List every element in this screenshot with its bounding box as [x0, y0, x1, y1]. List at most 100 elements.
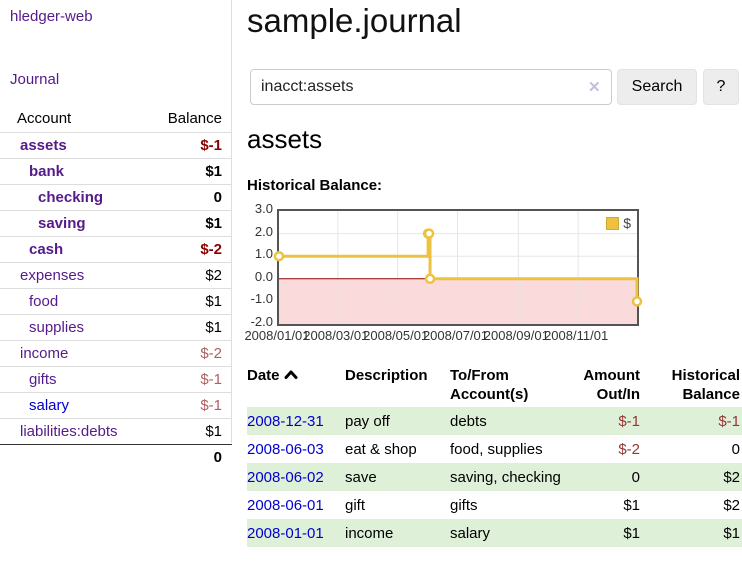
- account-balance: 0: [137, 184, 232, 211]
- accounts-total-spacer: [0, 444, 138, 470]
- y-tick-label: -2.0: [250, 314, 273, 329]
- transaction-date-link[interactable]: 2008-06-01: [247, 497, 324, 514]
- transaction-row: 2008-12-31 pay off debts $-1 $-1: [247, 407, 742, 435]
- help-button[interactable]: ?: [703, 69, 739, 105]
- account-row: checking 0: [0, 184, 232, 211]
- chart-legend: $: [604, 214, 633, 232]
- sidebar-item-journal[interactable]: Journal: [10, 71, 60, 88]
- transaction-description: pay off: [345, 413, 390, 430]
- account-link[interactable]: checking: [38, 189, 104, 206]
- account-balance: $1: [137, 314, 232, 341]
- account-link[interactable]: expenses: [20, 267, 85, 284]
- accounts-header-account: Account: [17, 110, 72, 127]
- transaction-row: 2008-06-03 eat & shop food, supplies $-2 0: [247, 435, 742, 463]
- account-row: bank $1: [0, 158, 232, 185]
- account-name-cell: gifts: [0, 366, 138, 393]
- transaction-date-link[interactable]: 2008-06-02: [247, 469, 324, 486]
- transaction-accounts: salary: [450, 525, 491, 542]
- account-row: cash $-2: [0, 236, 232, 263]
- balance-chart: $: [273, 209, 643, 326]
- transaction-date-cell: 2008-06-03: [247, 435, 345, 463]
- transaction-accounts: food, supplies: [450, 441, 543, 458]
- account-row: expenses $2: [0, 262, 232, 289]
- account-balance: $-2: [137, 236, 232, 263]
- y-tick-label: 3.0: [254, 201, 273, 216]
- transaction-balance: $1: [723, 525, 740, 542]
- account-name-cell: supplies: [0, 314, 138, 341]
- account-balance: $-2: [137, 340, 232, 367]
- account-name-cell: food: [0, 288, 138, 315]
- y-tick-label: 0.0: [254, 268, 273, 284]
- x-tick-label: 2008/01/01: [244, 328, 310, 343]
- account-row: assets $-1: [0, 132, 232, 159]
- x-tick-label: 2008/03/01: [303, 328, 369, 343]
- account-name-cell: bank: [0, 158, 138, 185]
- account-link[interactable]: bank: [29, 163, 65, 180]
- transaction-date-link[interactable]: 2008-12-31: [247, 413, 324, 430]
- account-balance: $-1: [137, 132, 232, 159]
- account-row: food $1: [0, 288, 232, 315]
- account-row: liabilities:debts $1: [0, 418, 232, 445]
- transaction-description: gift: [345, 497, 366, 514]
- account-name-cell: cash: [0, 236, 138, 263]
- transaction-date-link[interactable]: 2008-06-03: [247, 441, 324, 458]
- transaction-description: income: [345, 525, 394, 542]
- transaction-description: save: [345, 469, 377, 486]
- transaction-row: 2008-01-01 income salary $1 $1: [247, 519, 742, 547]
- account-link[interactable]: income: [20, 345, 69, 362]
- account-row: gifts $-1: [0, 366, 232, 393]
- accounts-table: Account Balance assets $-1 bank $1 checking 0…: [0, 110, 232, 470]
- transaction-balance: 0: [731, 441, 740, 458]
- app-brand-link[interactable]: hledger-web: [10, 8, 93, 25]
- legend-label: $: [623, 215, 631, 231]
- account-link[interactable]: supplies: [29, 319, 85, 336]
- account-balance: $-1: [137, 366, 232, 393]
- transactions-header-description: Description: [345, 367, 428, 384]
- account-balance: $1: [137, 288, 232, 315]
- sidebar: hledger-web Journal Account Balance asse…: [0, 0, 232, 470]
- transaction-amount: $1: [623, 497, 640, 514]
- transactions-header-date[interactable]: Date: [247, 362, 345, 407]
- x-tick-label: 2008/07/01: [422, 328, 489, 343]
- account-name-cell: income: [0, 340, 138, 367]
- account-link[interactable]: salary: [29, 397, 70, 414]
- account-link[interactable]: assets: [20, 137, 67, 154]
- account-name-cell: expenses: [0, 262, 138, 289]
- clear-search-icon[interactable]: ✕: [588, 79, 601, 96]
- search-button[interactable]: Search: [617, 69, 697, 105]
- transactions-table: Date Description To/From Account(s) Amou…: [247, 362, 742, 547]
- x-tick-label: 2008/11/01: [544, 328, 609, 343]
- transaction-balance: $2: [723, 497, 740, 514]
- transaction-balance: $2: [723, 469, 740, 486]
- transaction-description: eat & shop: [345, 441, 417, 458]
- accounts-total-balance: 0: [137, 444, 232, 470]
- account-link[interactable]: saving: [38, 215, 86, 232]
- accounts-table-body: assets $-1 bank $1 checking 0 saving $1 cash $-2 e…: [0, 132, 232, 445]
- account-link[interactable]: food: [29, 293, 59, 310]
- search-input[interactable]: [250, 69, 612, 105]
- x-tick-label: 2008/09/01: [483, 328, 549, 343]
- transaction-date-cell: 2008-06-01: [247, 491, 345, 519]
- account-link[interactable]: liabilities:debts: [20, 423, 118, 440]
- transactions-header-amount: Amount Out/In: [583, 367, 640, 403]
- sort-ascending-icon: [284, 370, 298, 379]
- chart-svg: [273, 211, 643, 324]
- account-row: income $-2: [0, 340, 232, 367]
- transaction-amount: $-2: [618, 441, 640, 458]
- y-tick-label: 2.0: [254, 223, 273, 239]
- transaction-balance: $-1: [718, 413, 740, 430]
- accounts-total-row: 0: [0, 444, 232, 470]
- account-balance: $2: [137, 262, 232, 289]
- account-link[interactable]: cash: [29, 241, 64, 258]
- transaction-date-link[interactable]: 2008-01-01: [247, 525, 324, 542]
- account-link[interactable]: gifts: [29, 371, 57, 388]
- x-tick-label: 2008/05/01: [363, 328, 429, 343]
- account-name-cell: salary: [0, 392, 138, 419]
- account-row: saving $1: [0, 210, 232, 237]
- transaction-accounts: gifts: [450, 497, 478, 514]
- legend-swatch-icon: [606, 216, 620, 230]
- date-header-label: Date: [247, 367, 280, 384]
- transaction-date-cell: 2008-06-02: [247, 463, 345, 491]
- transactions-table-body: 2008-12-31 pay off debts $-1 $-1 2008-06-03 ea…: [247, 407, 742, 547]
